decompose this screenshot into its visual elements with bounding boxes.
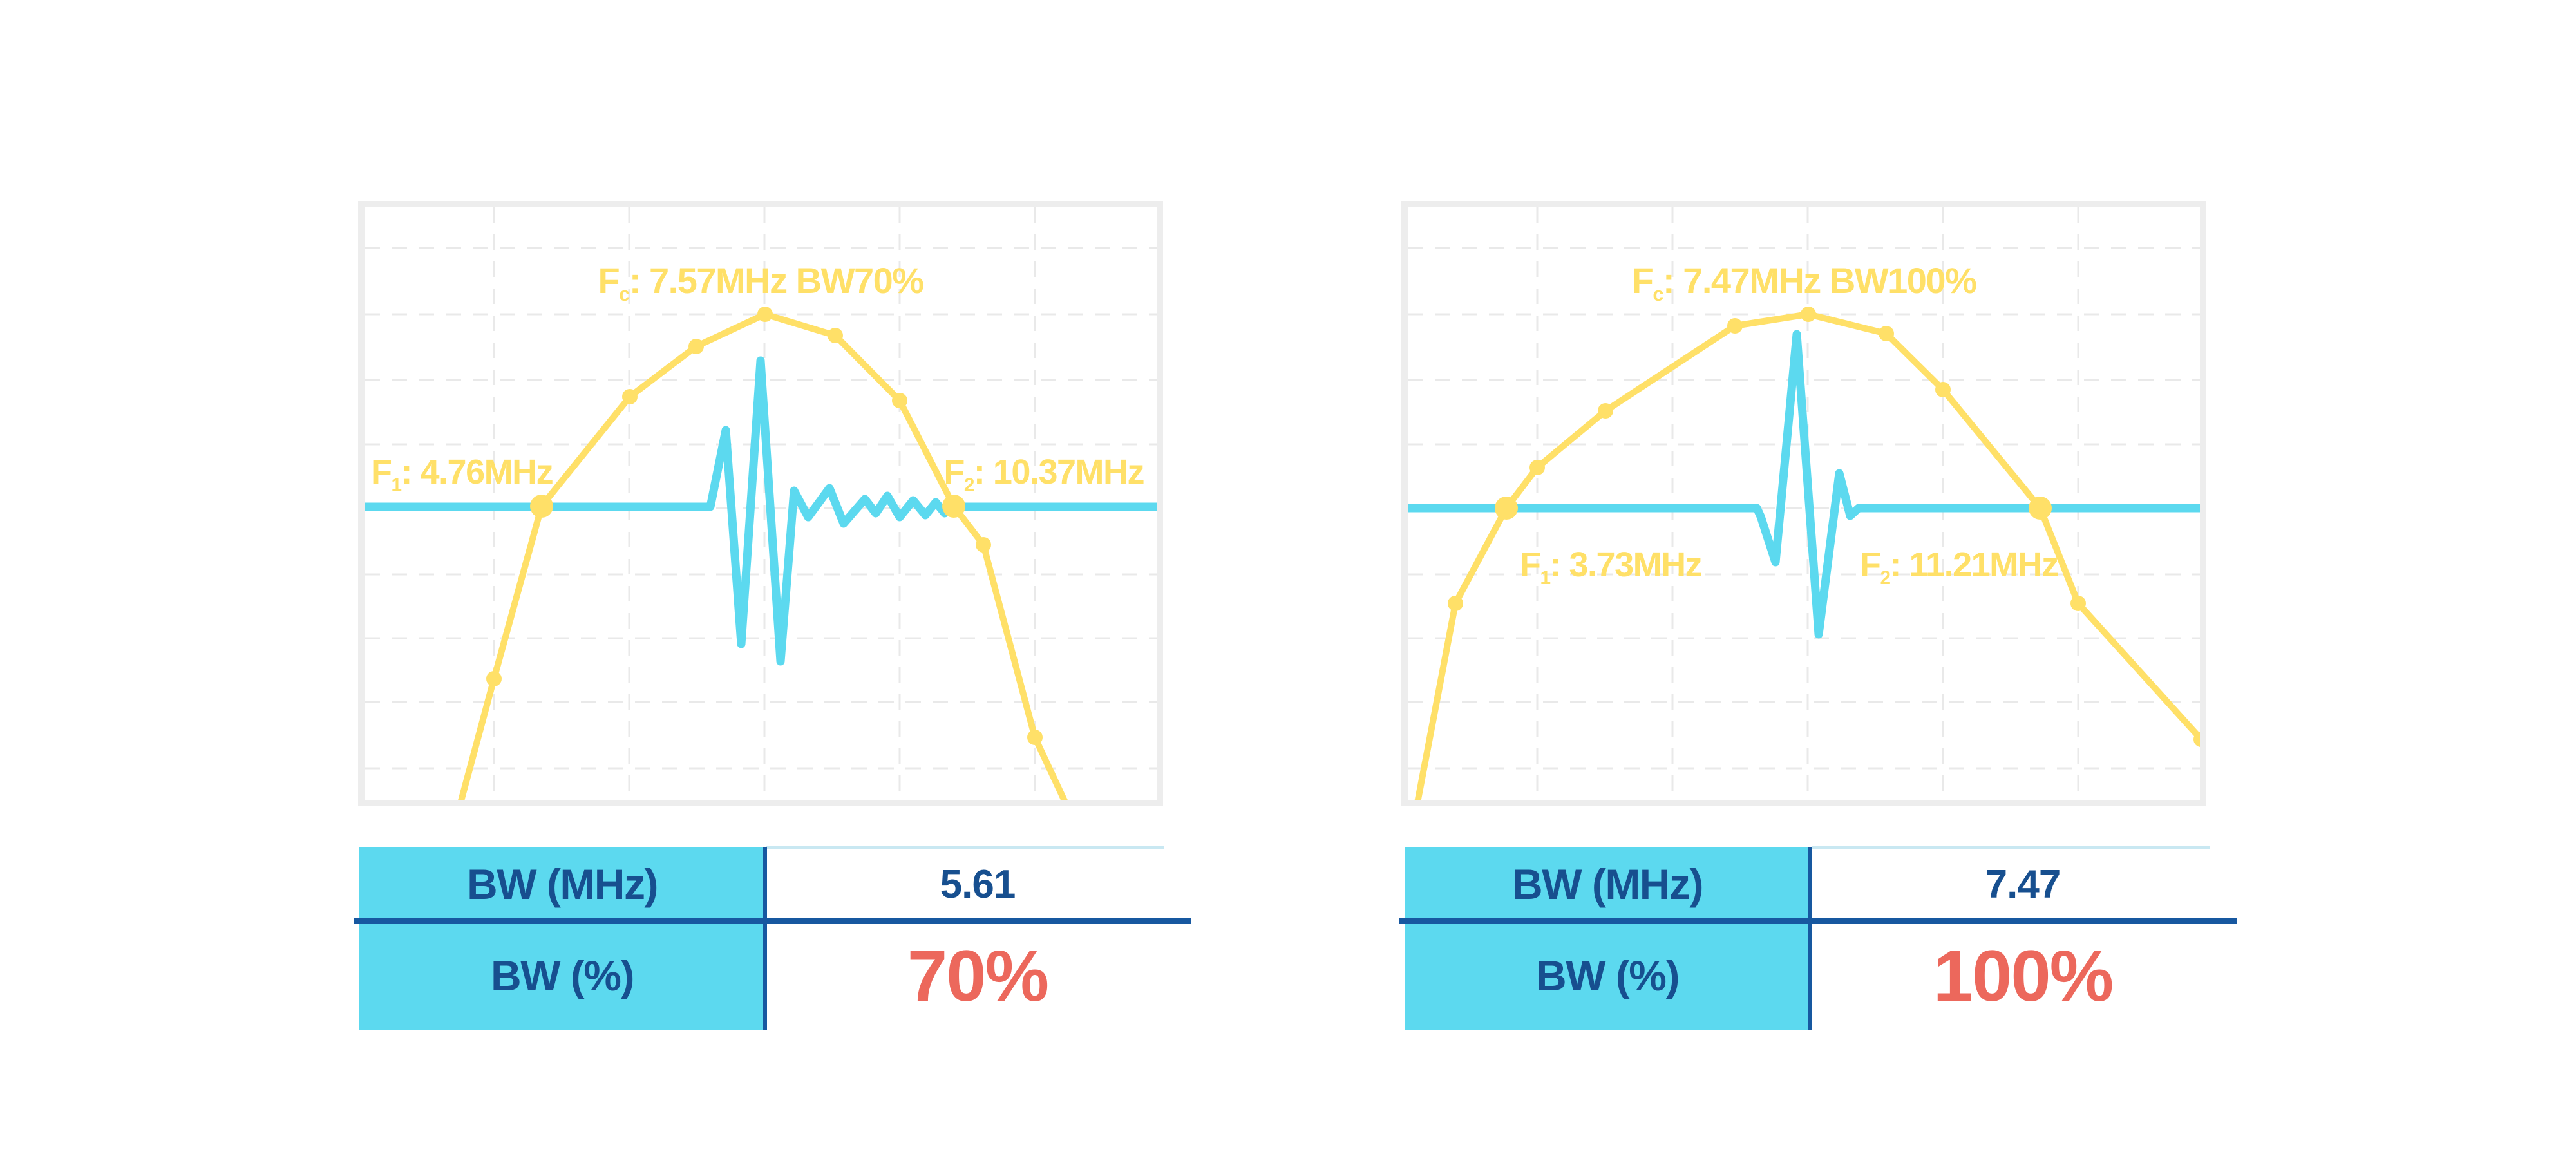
- table-row: BW (%): [359, 921, 765, 1030]
- spectrum-plot-bw100: [1408, 207, 2200, 800]
- bw-percent-label: BW (%): [491, 952, 634, 999]
- bw-mhz-value: 7.47: [1985, 862, 2061, 907]
- spectrum-chart-bw100: Fc: 7.47MHz BW100% F1: 3.73MHz F2: 11.21…: [1401, 201, 2206, 806]
- table-row-divider: [1399, 918, 2237, 924]
- fc-base: F: [1631, 260, 1654, 301]
- f1-label: F1: 3.73MHz: [1520, 545, 1703, 587]
- table-row: 7.47: [1810, 847, 2235, 921]
- f1-base: F: [1520, 545, 1541, 584]
- table-column-divider: [1808, 847, 1812, 1030]
- table-column-divider: [763, 847, 767, 1030]
- f2-value: : 10.37MHz: [973, 453, 1145, 491]
- f2-label: F2: 11.21MHz: [1860, 545, 2060, 587]
- bw-percent-value: 70%: [907, 935, 1049, 1016]
- f1-value: : 4.76MHz: [401, 453, 554, 491]
- fc-value: : 7.57MHz BW70%: [629, 260, 924, 301]
- center-frequency-label: Fc: 7.47MHz BW100%: [1631, 260, 1977, 305]
- f2-value: : 11.21MHz: [1889, 545, 2060, 584]
- bw-mhz-value: 5.61: [940, 862, 1016, 907]
- table-row: 100%: [1810, 921, 2235, 1030]
- spectrum-chart-bw70: Fc: 7.57MHz BW70% F1: 4.76MHz F2: 10.37M…: [358, 201, 1163, 806]
- f1-base: F: [371, 453, 392, 491]
- table-row: BW (MHz): [359, 847, 765, 921]
- table-row: 5.61: [765, 847, 1190, 921]
- table-row-divider: [354, 918, 1191, 924]
- table-top-rule: [766, 846, 1164, 849]
- bandwidth-table-bw100: BW (MHz) BW (%) 7.47 100%: [1399, 846, 2237, 1030]
- f2-subscript: 2: [963, 474, 975, 496]
- table-header-column: BW (MHz) BW (%): [359, 847, 765, 1030]
- f2-base: F: [1860, 545, 1881, 584]
- fc-base: F: [598, 260, 620, 301]
- bw-mhz-label: BW (MHz): [1512, 860, 1703, 908]
- bw-percent-label: BW (%): [1536, 952, 1680, 999]
- bandwidth-table-bw70: BW (MHz) BW (%) 5.61 70%: [354, 846, 1191, 1030]
- table-row: 70%: [765, 921, 1190, 1030]
- table-row: BW (%): [1405, 921, 1810, 1030]
- f1-label: F1: 4.76MHz: [371, 453, 554, 495]
- table-header-column: BW (MHz) BW (%): [1405, 847, 1810, 1030]
- f2-subscript: 2: [1880, 567, 1891, 589]
- table-value-column: 5.61 70%: [765, 847, 1190, 1030]
- center-frequency-label: Fc: 7.57MHz BW70%: [598, 260, 924, 305]
- bw-mhz-label: BW (MHz): [467, 860, 658, 908]
- fc-value: : 7.47MHz BW100%: [1662, 260, 1977, 301]
- fc-subscript: c: [1653, 283, 1663, 306]
- f2-base: F: [943, 453, 965, 491]
- f1-subscript: 1: [391, 474, 402, 496]
- spectrum-plot-bw70: [365, 207, 1157, 800]
- fc-subscript: c: [619, 283, 630, 306]
- table-value-column: 7.47 100%: [1810, 847, 2235, 1030]
- f1-subscript: 1: [1540, 567, 1551, 589]
- table-row: BW (MHz): [1405, 847, 1810, 921]
- bw-percent-value: 100%: [1933, 935, 2114, 1016]
- f2-label: F2: 10.37MHz: [943, 453, 1145, 495]
- f1-value: : 3.73MHz: [1549, 545, 1703, 584]
- table-top-rule: [1812, 846, 2210, 849]
